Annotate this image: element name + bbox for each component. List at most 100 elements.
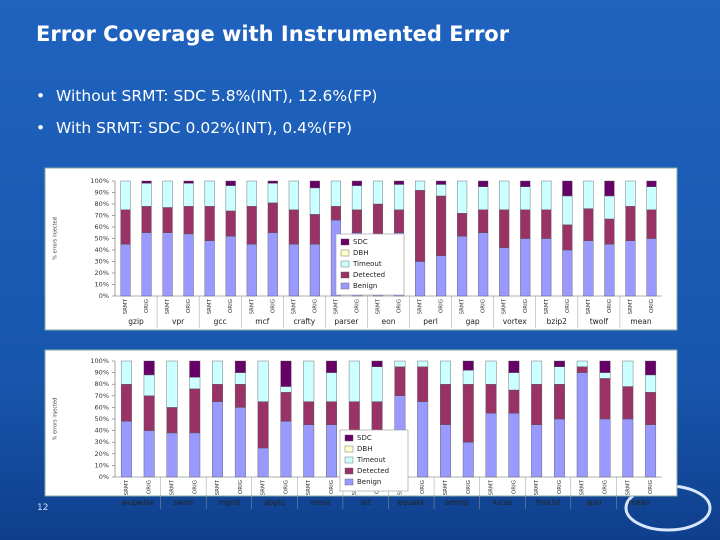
legend-label: Benign (357, 478, 381, 486)
y-tick-label: 20% (95, 269, 109, 277)
bar-segment (520, 180, 531, 187)
x-tick-label: SRMT (261, 479, 267, 495)
group-label: mgrid (218, 498, 240, 507)
y-axis-label: % errors injected (53, 398, 59, 441)
bar-segment (440, 360, 451, 385)
group-label: twolf (590, 317, 609, 326)
legend-label: Timeout (356, 456, 386, 464)
bar-segment (189, 377, 201, 390)
x-tick-label: ORIG (557, 480, 563, 494)
bar-segment (508, 372, 520, 391)
x-tick-label: SRMT (502, 298, 508, 314)
bar-segment (288, 244, 299, 297)
x-tick-label: SRMT (124, 479, 130, 495)
bar-segment (462, 370, 474, 385)
bar-segment (246, 180, 257, 207)
x-tick-label: SRMT (165, 298, 171, 314)
group-label: gap (466, 317, 480, 326)
bar-segment (599, 418, 611, 478)
x-tick-label: SRMT (580, 479, 586, 495)
group-label: wupwise (122, 498, 155, 507)
bar-segment (204, 206, 215, 242)
legend-swatch (340, 282, 350, 290)
bar-segment (485, 384, 497, 414)
legend-swatch (344, 445, 354, 453)
bar-segment (183, 206, 194, 235)
legend-label: Detected (353, 271, 385, 279)
x-tick-label: ORIG (144, 299, 150, 313)
bar-segment (508, 360, 520, 373)
bar-segment (499, 180, 510, 210)
bar-segment (531, 424, 543, 478)
x-tick-label: SRMT (249, 298, 255, 314)
legend-label: DBH (353, 249, 368, 257)
legend-swatch (344, 456, 354, 464)
bar-segment (417, 401, 429, 478)
bar-segment (562, 195, 573, 225)
group-label: parser (334, 317, 359, 326)
bullet-text: With SRMT: SDC 0.02%(INT), 0.4%(FP) (56, 119, 353, 137)
bar-segment (415, 180, 426, 191)
bar-segment (520, 209, 531, 239)
bar-segment (622, 418, 634, 478)
x-tick-label: ORIG (283, 480, 289, 494)
group-label: apsi (586, 498, 601, 507)
bar-segment (189, 388, 201, 434)
bar-segment (234, 360, 246, 373)
x-tick-label: ORIG (420, 480, 426, 494)
y-tick-label: 50% (95, 415, 109, 423)
y-tick-label: 80% (95, 380, 109, 388)
x-tick-label: SRMT (207, 298, 213, 314)
bar-segment (120, 421, 132, 478)
bullet: • With SRMT: SDC 0.02%(INT), 0.4%(FP) (36, 119, 352, 137)
bar-segment (166, 432, 178, 478)
x-tick-label: ORIG (192, 480, 198, 494)
legend-swatch (344, 478, 354, 486)
group-label: bzip2 (547, 317, 568, 326)
bar-segment (393, 184, 405, 210)
bar-segment (417, 366, 429, 402)
legend-label: Detected (357, 467, 389, 475)
bar-segment (143, 360, 155, 376)
bar-segment (212, 401, 224, 478)
x-tick-label: ORIG (439, 299, 445, 313)
bar-segment (622, 360, 634, 387)
bar-segment (225, 180, 236, 186)
x-tick-label: SRMT (291, 298, 297, 314)
bar-segment (257, 401, 269, 449)
bar-segment (457, 180, 468, 214)
bar-segment (330, 180, 341, 207)
bar-segment (141, 206, 152, 233)
bar-segment (162, 180, 173, 208)
bar-segment (478, 209, 489, 233)
bar-segment (326, 360, 337, 373)
bar-segment (576, 372, 588, 478)
bar-segment (646, 209, 657, 239)
bar-segment (531, 360, 543, 385)
bar-segment (393, 209, 405, 233)
bar-segment (457, 212, 468, 237)
bar-segment (330, 206, 341, 221)
slide-title: Error Coverage with Instrumented Error (36, 22, 510, 46)
bar-segment (246, 244, 257, 297)
bar-segment (120, 209, 131, 245)
bar-segment (309, 187, 320, 215)
x-tick-label: ORIG (397, 299, 403, 313)
bar-segment (562, 249, 573, 297)
y-tick-label: 30% (95, 438, 109, 446)
x-tick-label: SRMT (625, 479, 631, 495)
bar-segment (212, 384, 224, 402)
y-tick-label: 0% (99, 292, 109, 300)
bar-segment (645, 360, 657, 376)
bar-segment (303, 401, 315, 426)
bar-segment (234, 407, 246, 478)
bar-segment (625, 180, 636, 207)
bar-segment (257, 447, 269, 478)
x-tick-label: ORIG (329, 480, 335, 494)
group-label: gzip (128, 317, 144, 326)
bar-segment (309, 244, 320, 297)
x-tick-label: SRMT (460, 298, 466, 314)
bar-segment (436, 255, 447, 297)
y-tick-label: 100% (90, 177, 109, 185)
bar-segment (645, 424, 657, 478)
